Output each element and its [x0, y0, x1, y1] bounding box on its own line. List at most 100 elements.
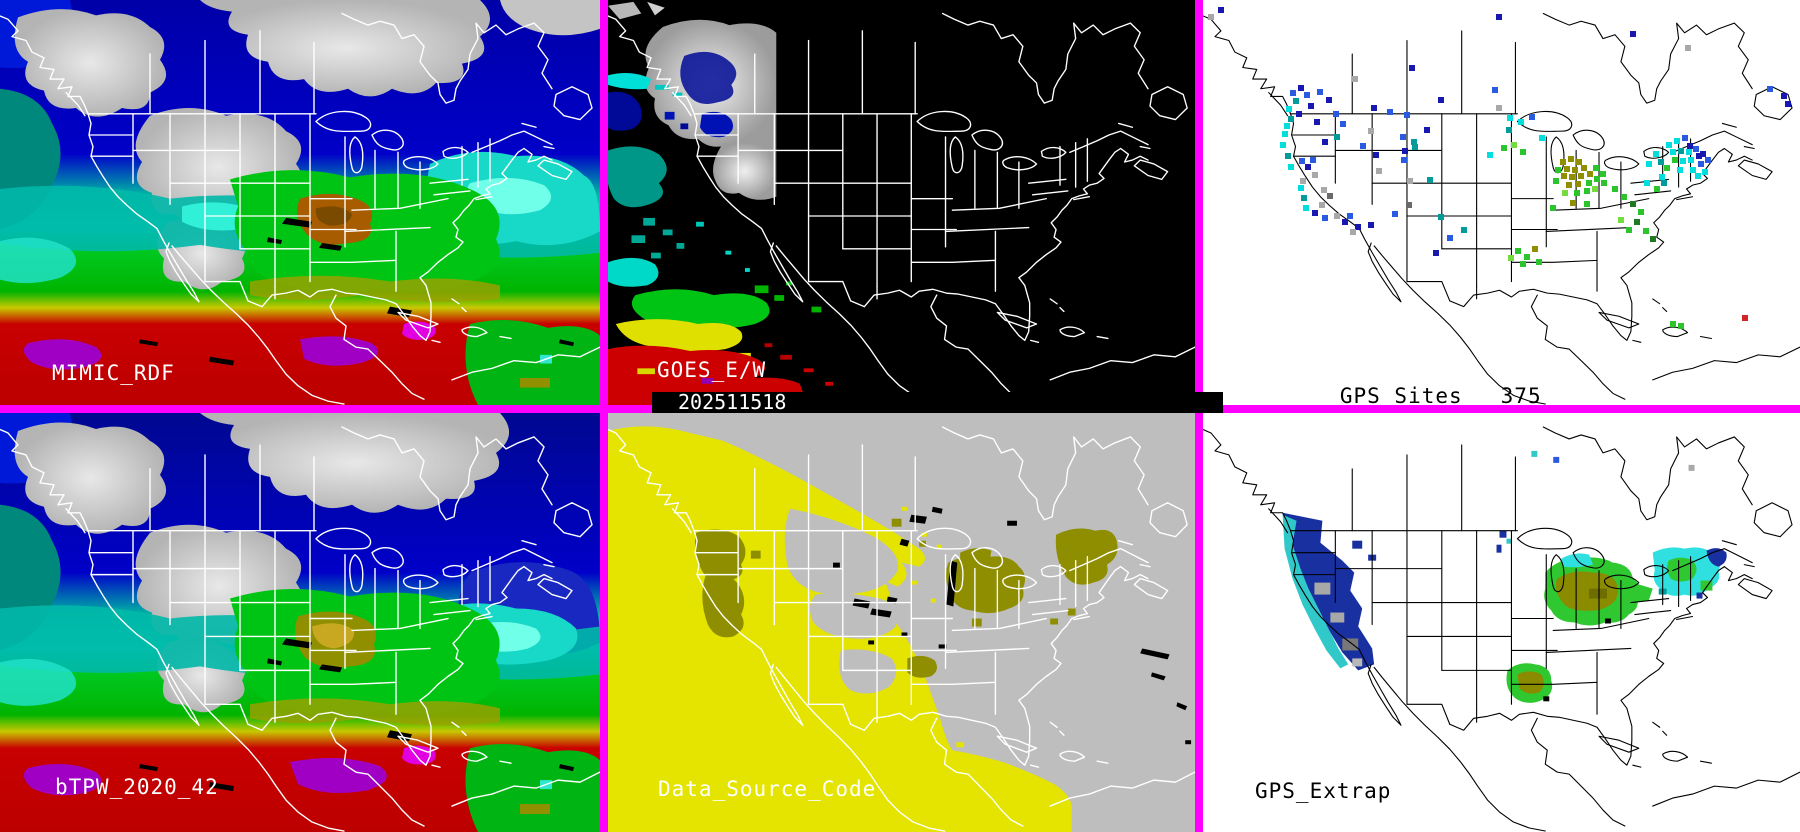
gps-site-marker — [1304, 92, 1311, 99]
gps-site-marker — [1684, 45, 1691, 52]
gps-site-marker — [1292, 98, 1299, 105]
gps-site-marker — [1376, 167, 1383, 174]
gps-site-marker — [1281, 131, 1288, 138]
gps-site-marker — [1781, 93, 1788, 100]
gps-site-marker — [1529, 113, 1536, 120]
gps-site-marker — [1305, 163, 1312, 170]
gps-site-marker — [1511, 141, 1518, 148]
gps-site-marker — [1620, 193, 1627, 200]
panel-label-gps-extrap: GPS_Extrap — [1255, 779, 1392, 803]
gps-site-marker — [1460, 226, 1467, 233]
gps-site-marker — [1587, 170, 1594, 177]
gps-site-marker — [1642, 228, 1649, 235]
gps-site-marker — [1411, 143, 1418, 150]
gps-site-marker — [1629, 201, 1636, 208]
gps-site-marker — [1681, 134, 1688, 141]
gps-site-marker — [1297, 84, 1304, 91]
gps-site-marker — [1368, 221, 1375, 228]
gps-site-marker — [1486, 152, 1493, 159]
mimic-tpw-imagery — [0, 0, 600, 405]
gps-site-marker — [1368, 128, 1375, 135]
gps-site-marker — [1568, 156, 1575, 163]
gps-site-marker — [1700, 151, 1707, 158]
gps-site-marker — [1767, 85, 1774, 92]
gps-site-marker — [1518, 119, 1525, 126]
gps-site-marker — [1539, 134, 1546, 141]
gps-site-marker — [1298, 158, 1305, 165]
gps-site-marker — [1785, 101, 1792, 108]
panel-btpw: bTPW_2020_42 — [0, 413, 600, 832]
gps-site-marker — [1426, 177, 1433, 184]
gps-site-marker — [1495, 105, 1502, 111]
gps-site-marker — [1536, 259, 1543, 266]
gps-site-marker — [1687, 157, 1694, 164]
gps-site-marker — [1663, 164, 1670, 171]
gps-site-marker — [1574, 189, 1581, 196]
gps-site-marker — [1593, 164, 1600, 171]
gps-site-marker — [1321, 186, 1328, 193]
panel-gps-sites: GPS Sites 375 — [1203, 0, 1800, 405]
btpw-imagery — [0, 413, 600, 832]
gps-site-marker — [1576, 159, 1583, 165]
gps-site-marker — [1629, 30, 1636, 37]
panel-goes-ew: GOES_E/W — [608, 0, 1195, 405]
gps-site-marker — [1637, 209, 1644, 216]
gps-site-marker — [1312, 210, 1319, 217]
gps-site-marker — [1283, 123, 1290, 130]
gps-site-marker — [1555, 166, 1562, 173]
data-source-imagery — [608, 413, 1195, 832]
gps-site-marker — [1671, 157, 1678, 164]
gps-site-marker — [1561, 173, 1568, 180]
gps-site-marker — [1581, 164, 1588, 171]
gps-site-marker — [1334, 133, 1341, 140]
panel-label-mimic: MIMIC_RDF — [52, 361, 175, 385]
gps-site-marker — [1284, 153, 1291, 160]
gps-site-marker — [1507, 114, 1514, 121]
gps-sites-title: GPS Sites — [1339, 384, 1463, 405]
gps-site-marker — [1584, 201, 1591, 208]
gps-site-marker — [1520, 261, 1527, 268]
gps-site-marker — [1322, 214, 1329, 221]
gps-site-marker — [1432, 249, 1439, 256]
gps-site-marker — [1279, 141, 1286, 148]
gps-site-marker — [1676, 166, 1683, 173]
gps-site-marker — [1405, 202, 1412, 209]
gps-site-marker — [1326, 97, 1333, 104]
gps-site-marker — [1570, 199, 1577, 206]
gps-site-marker — [1342, 218, 1349, 225]
gps-site-marker — [1572, 166, 1579, 173]
gps-site-marker — [1207, 14, 1214, 21]
gps-site-marker — [1334, 213, 1341, 219]
gps-site-marker — [1373, 152, 1380, 159]
gps-site-marker — [1524, 253, 1531, 260]
gps-site-marker — [1575, 181, 1582, 188]
gps-site-marker — [1599, 170, 1606, 177]
gps-site-marker — [1617, 216, 1624, 223]
gps-site-marker — [1217, 6, 1224, 13]
gps-site-marker — [1586, 180, 1593, 187]
timestamp-text: 202511518 — [678, 390, 787, 414]
gps-site-marker — [1340, 121, 1347, 128]
panel-data-source-code: Data_Source_Code — [608, 413, 1195, 832]
gps-site-marker — [1501, 144, 1508, 151]
panel-label-btpw: bTPW_2020_42 — [55, 775, 219, 799]
gps-site-marker — [1686, 142, 1693, 149]
gps-site-marker — [1705, 157, 1712, 164]
panel-label-gps-sites: GPS Sites 375 — [1258, 360, 1542, 405]
gps-site-marker — [1371, 105, 1378, 111]
gps-site-marker — [1360, 142, 1367, 149]
gps-site-marker — [1287, 115, 1294, 122]
gps-site-marker — [1392, 211, 1399, 218]
gps-site-marker — [1566, 182, 1573, 189]
gps-site-marker — [1310, 157, 1317, 164]
gps-site-marker — [1653, 186, 1660, 192]
goes-satellite-imagery — [608, 0, 1195, 405]
gps-extrap-map — [1203, 426, 1800, 832]
gps-site-marker — [1658, 174, 1665, 181]
gps-site-marker — [1285, 105, 1292, 112]
gps-site-marker — [1685, 149, 1692, 156]
gps-site-marker — [1592, 186, 1599, 192]
gps-site-marker — [1694, 173, 1701, 180]
gps-site-marker — [1410, 138, 1417, 145]
